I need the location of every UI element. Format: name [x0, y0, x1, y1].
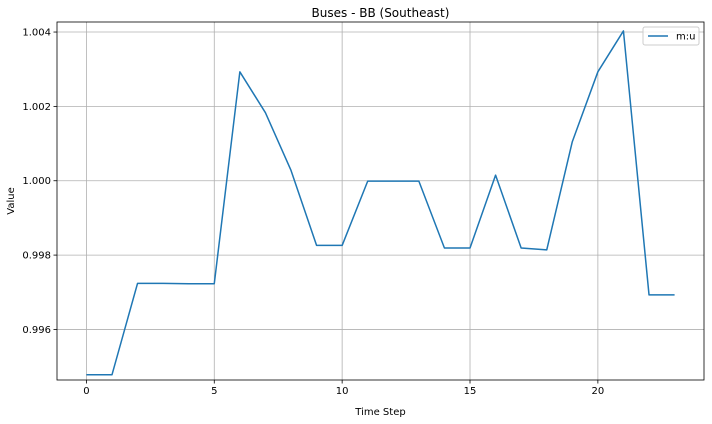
y-tick-label: 1.000 — [22, 176, 51, 187]
series-line-0 — [86, 30, 675, 376]
series-layer — [86, 30, 675, 376]
chart-title: Buses - BB (Southeast) — [312, 6, 450, 20]
grid — [57, 22, 704, 380]
axis-ticks: 0 5 10 15 20 0.996 0.998 1.000 1.002 1.004 — [22, 28, 604, 397]
x-axis-label: Time Step — [354, 407, 405, 418]
plot-frame — [56, 21, 705, 381]
x-tick-label: 15 — [464, 386, 477, 397]
x-tick-label: 20 — [592, 386, 605, 397]
x-tick-label: 0 — [83, 386, 89, 397]
legend-label-m-u: m:u — [676, 32, 695, 43]
x-tick-label: 5 — [211, 386, 217, 397]
y-axis-label: Value — [6, 187, 17, 214]
y-tick-label: 1.004 — [22, 28, 51, 39]
legend: m:u — [642, 26, 700, 46]
legend-box — [642, 26, 700, 46]
y-tick-label: 0.998 — [22, 251, 51, 262]
y-tick-label: 1.002 — [22, 102, 51, 113]
y-tick-label: 0.996 — [22, 325, 51, 336]
x-tick-label: 10 — [336, 386, 349, 397]
